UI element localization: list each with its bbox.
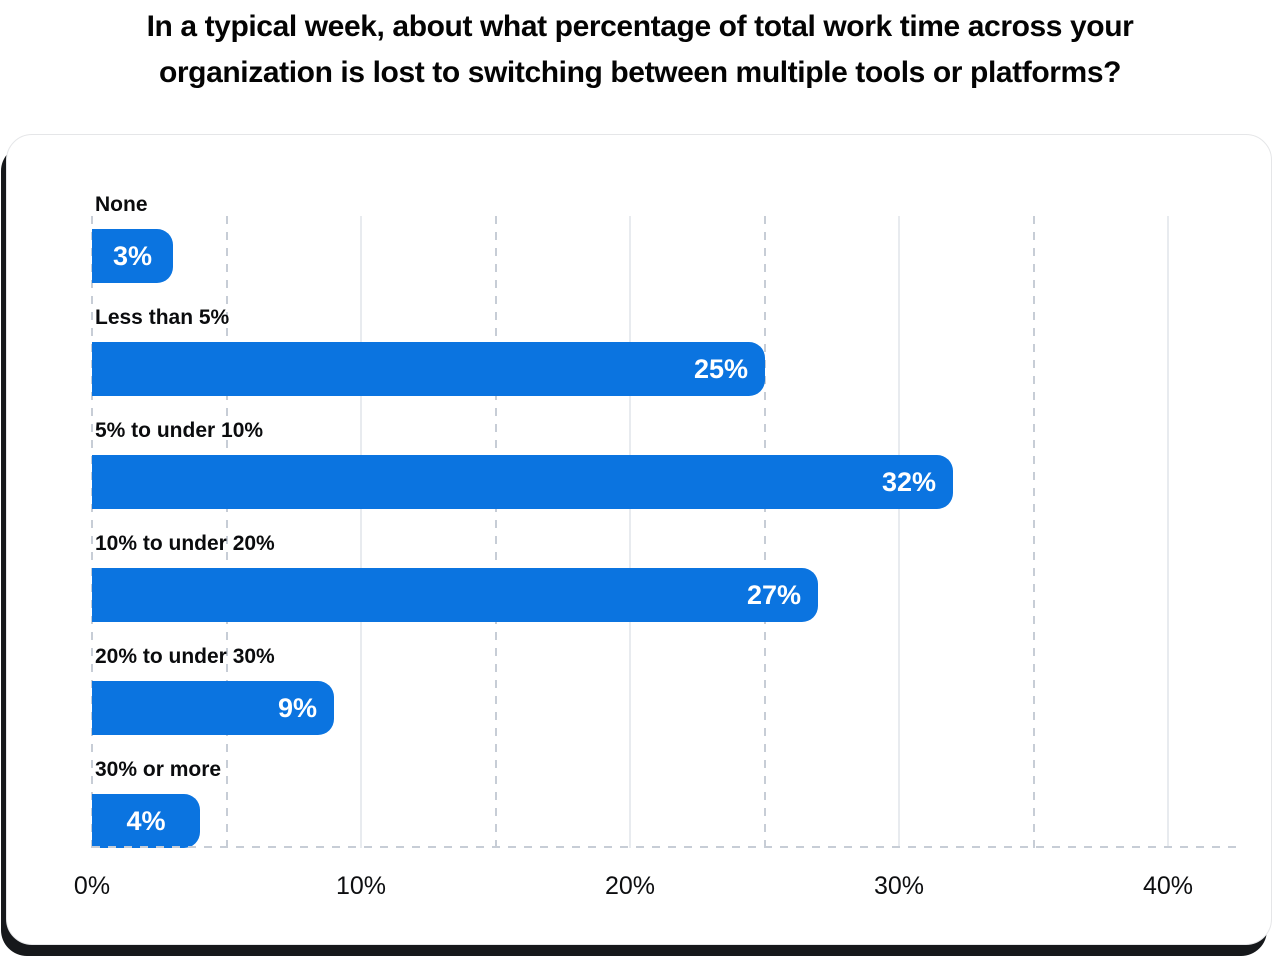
bar: 3% bbox=[92, 229, 173, 283]
minor-gridline bbox=[1033, 216, 1035, 848]
x-tick-label: 30% bbox=[873, 872, 925, 900]
bar-value-label: 32% bbox=[881, 466, 936, 497]
bar-value-label: 4% bbox=[126, 805, 166, 836]
category-label: None bbox=[95, 193, 148, 216]
bar: 32% bbox=[92, 455, 953, 509]
major-gridline bbox=[898, 216, 900, 848]
minor-gridline bbox=[226, 216, 228, 848]
bar: 25% bbox=[92, 342, 765, 396]
chart-title-line-1: In a typical week, about what percentage… bbox=[146, 10, 1134, 43]
x-tick-label: 0% bbox=[73, 872, 111, 900]
category-label: 10% to under 20% bbox=[95, 532, 275, 555]
bar: 4% bbox=[92, 794, 200, 848]
major-gridline bbox=[1167, 216, 1169, 848]
category-label: 30% or more bbox=[95, 758, 222, 781]
chart-card: None 3% Less than 5% 25% 5% to under 10% 32% 1… bbox=[6, 134, 1272, 945]
category-label: 20% to under 30% bbox=[95, 645, 275, 668]
x-axis-line bbox=[92, 846, 1242, 848]
x-tick-label: 10% bbox=[335, 872, 387, 900]
minor-gridline bbox=[495, 216, 497, 848]
bar-value-label: 3% bbox=[112, 240, 153, 271]
bar-value-label: 9% bbox=[277, 692, 317, 723]
bar-value-label: 25% bbox=[693, 353, 748, 384]
x-tick-label: 20% bbox=[604, 872, 656, 900]
minor-gridline bbox=[91, 216, 93, 848]
chart-title-line-2: organization is lost to switching betwee… bbox=[158, 56, 1122, 89]
minor-gridline bbox=[764, 216, 766, 848]
bar: 27% bbox=[92, 568, 818, 622]
bar: 9% bbox=[92, 681, 334, 735]
bar-value-label: 27% bbox=[746, 579, 801, 610]
chart-title: In a typical week, about what percentage… bbox=[0, 4, 1280, 96]
major-gridline bbox=[360, 216, 362, 848]
category-label: Less than 5% bbox=[95, 306, 230, 329]
bar-chart: None 3% Less than 5% 25% 5% to under 10% 32% 1… bbox=[7, 135, 1271, 944]
x-tick-label: 40% bbox=[1142, 872, 1194, 900]
category-label: 5% to under 10% bbox=[95, 419, 264, 442]
major-gridline bbox=[629, 216, 631, 848]
